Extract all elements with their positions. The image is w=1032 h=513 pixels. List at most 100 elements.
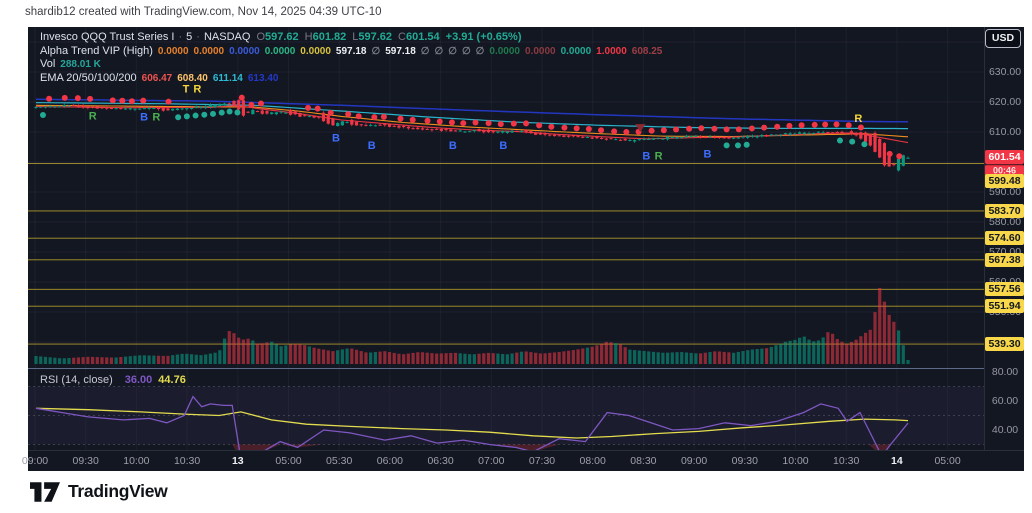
alert-price-badge: 574.60 bbox=[985, 231, 1024, 246]
legend-value: ∅ bbox=[448, 45, 457, 57]
price-tick: 630.00 bbox=[988, 66, 1022, 78]
tradingview-brand-text: TradingView bbox=[68, 481, 168, 501]
alert-price-badge: 539.30 bbox=[985, 337, 1024, 352]
svg-text:B: B bbox=[499, 140, 507, 152]
rsi-tick: 80.00 bbox=[991, 366, 1019, 378]
svg-text:B: B bbox=[449, 140, 457, 152]
time-tick: 10:00 bbox=[123, 455, 150, 467]
tradingview-logo[interactable]: TradingView bbox=[30, 481, 168, 502]
time-tick: 09:00 bbox=[680, 455, 708, 467]
price-tick: 580.00 bbox=[988, 216, 1022, 228]
rsi-label[interactable]: RSI (14, close) bbox=[40, 374, 113, 386]
time-tick: 13 bbox=[231, 455, 244, 467]
svg-text:R: R bbox=[152, 112, 160, 124]
volume-label[interactable]: Vol bbox=[40, 58, 56, 70]
legend-value: ∅ bbox=[434, 45, 444, 57]
legend-value: 0.0000 bbox=[489, 45, 520, 57]
currency-button[interactable]: USD bbox=[985, 29, 1021, 48]
ohlc-key: C bbox=[398, 31, 406, 43]
svg-text:R: R bbox=[89, 110, 97, 122]
alert-price-badge: 567.38 bbox=[985, 252, 1024, 267]
ema-row[interactable]: EMA 20/50/100/200 606.47 608.40 611.14 613.4… bbox=[40, 72, 662, 86]
legend-value: 0.0000 bbox=[193, 45, 225, 57]
price-chart-plot[interactable]: R B RT RBB B BB R BR bbox=[28, 27, 984, 450]
symbol-exchange: NASDAQ bbox=[203, 31, 251, 43]
legend-value: 0.0000 bbox=[157, 45, 189, 57]
separator-dot: · bbox=[196, 31, 200, 43]
legend-value: 608.25 bbox=[631, 45, 663, 57]
attribution-text: shardib12 created with TradingView.com, … bbox=[25, 6, 382, 18]
svg-text:R: R bbox=[193, 83, 201, 95]
time-tick: 06:30 bbox=[427, 455, 454, 467]
ohlc-key: O bbox=[256, 31, 265, 43]
time-tick: 14 bbox=[891, 455, 903, 467]
time-tick: 10:00 bbox=[782, 455, 809, 467]
legend-value: ∅ bbox=[475, 45, 485, 57]
legend-value: 0.0000 bbox=[524, 45, 556, 57]
svg-text:B: B bbox=[332, 133, 340, 145]
ema-label[interactable]: EMA 20/50/100/200 bbox=[40, 71, 137, 84]
time-tick: 09:00 bbox=[21, 455, 49, 467]
ohlc-value: 601.82 bbox=[312, 31, 347, 43]
rsi-legend[interactable]: RSI (14, close) 36.00 44.76 bbox=[40, 374, 186, 386]
time-axis[interactable]: 09:00 09:30 10:00 10:30 13 05:00 05:30 06:00 06:… bbox=[22, 450, 1024, 472]
time-tick: 08:00 bbox=[579, 455, 606, 467]
footer: TradingView bbox=[0, 471, 1032, 513]
legend-value: 611.14 bbox=[212, 72, 243, 84]
change-value: +3.91 (+0.65%) bbox=[445, 31, 522, 43]
legend-value: 606.47 bbox=[141, 72, 173, 84]
chart-legend: Invesco QQQ Trust Series I · 5 · NASDAQ O597.… bbox=[40, 31, 662, 85]
time-tick: 05:30 bbox=[326, 455, 353, 467]
time-tick: 09:30 bbox=[731, 455, 758, 467]
legend-value: 613.40 bbox=[247, 72, 279, 84]
time-tick: 05:00 bbox=[275, 455, 302, 467]
legend-value: 0.0000 bbox=[560, 45, 592, 57]
legend-value: ∅ bbox=[420, 45, 430, 57]
ohlc-values: O597.62 H601.82 L597.62 C601.54 bbox=[250, 31, 439, 43]
price-axis[interactable]: 640.00630.00620.00610.00590.00580.00570.… bbox=[984, 27, 1025, 450]
symbol-interval[interactable]: 5 bbox=[186, 31, 193, 43]
separator-dot: · bbox=[178, 31, 183, 43]
tradingview-logo-icon bbox=[30, 481, 60, 502]
volume-value: 288.01 K bbox=[60, 59, 101, 70]
last-price-badge: 601.54 bbox=[985, 150, 1024, 165]
volume-row[interactable]: Vol 288.01 K bbox=[40, 58, 662, 72]
bar-countdown-badge: 00:46 bbox=[985, 164, 1024, 176]
legend-value: ∅ bbox=[371, 45, 381, 57]
legend-value: 0.0000 bbox=[264, 45, 296, 57]
legend-value: 0.0000 bbox=[300, 45, 331, 57]
legend-value: 0.0000 bbox=[229, 45, 260, 57]
symbol-row[interactable]: Invesco QQQ Trust Series I · 5 · NASDAQ O597.… bbox=[40, 31, 662, 45]
time-tick: 06:00 bbox=[376, 455, 404, 467]
time-tick: 05:00 bbox=[934, 455, 961, 467]
legend-value: 597.18 bbox=[385, 45, 416, 57]
ohlc-value: 597.62 bbox=[358, 31, 393, 43]
legend-value: ∅ bbox=[461, 45, 471, 57]
rsi-tick: 60.00 bbox=[991, 395, 1019, 407]
time-tick: 10:30 bbox=[833, 455, 860, 467]
alert-price-badge: 557.56 bbox=[985, 282, 1024, 297]
ohlc-value: 601.54 bbox=[406, 31, 440, 43]
legend-value: 1.0000 bbox=[596, 45, 627, 57]
svg-text:B: B bbox=[642, 151, 650, 163]
legend-value: 597.18 bbox=[335, 45, 367, 57]
svg-text:R: R bbox=[655, 151, 663, 163]
svg-text:B: B bbox=[368, 140, 376, 152]
alert-price-badge: 583.70 bbox=[985, 203, 1024, 218]
alpha-trend-row[interactable]: Alpha Trend VIP (High) 0.0000 0.0000 0.0000… bbox=[40, 45, 662, 59]
alert-price-badge: 599.48 bbox=[985, 174, 1024, 188]
svg-text:B: B bbox=[140, 112, 148, 124]
alpha-trend-label[interactable]: Alpha Trend VIP (High) bbox=[40, 44, 153, 57]
ema-values: 606.47 608.40 611.14 613.40 bbox=[137, 72, 279, 84]
price-tick: 590.00 bbox=[988, 186, 1022, 198]
alert-price-badge: 551.94 bbox=[985, 299, 1024, 314]
price-tick: 620.00 bbox=[988, 96, 1022, 108]
rsi-values: 36.00 44.76 bbox=[119, 374, 186, 386]
ohlc-key: H bbox=[304, 31, 313, 43]
ohlc-key: L bbox=[352, 31, 359, 43]
time-tick: 10:30 bbox=[173, 455, 201, 467]
symbol-title[interactable]: Invesco QQQ Trust Series I bbox=[40, 31, 175, 43]
legend-value: 36.00 bbox=[124, 374, 153, 386]
